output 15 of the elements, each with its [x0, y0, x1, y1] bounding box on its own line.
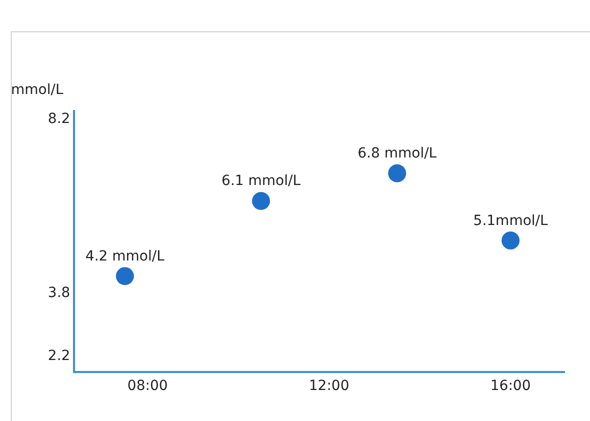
data-label: 5.1mmol/L — [473, 212, 548, 229]
y-tick-label: 2.2 — [48, 348, 70, 364]
point — [252, 192, 270, 210]
point — [116, 267, 134, 286]
x-tick-label: 12:00 — [308, 378, 350, 394]
data-label: 6.8 mmol/L — [358, 146, 437, 162]
y-tick-label: 8.2 — [48, 110, 70, 127]
x-tick-label: 08:00 — [127, 378, 168, 394]
data-label: 6.1 mmol/L — [222, 173, 301, 190]
y-tick-label: 3.8 — [48, 284, 70, 301]
point — [502, 232, 520, 250]
point — [388, 164, 406, 182]
data-label: 4.2 mmol/L — [85, 248, 165, 264]
x-tick-label: 16:00 — [490, 378, 531, 394]
y-axis-title: mmol/L — [11, 82, 64, 98]
